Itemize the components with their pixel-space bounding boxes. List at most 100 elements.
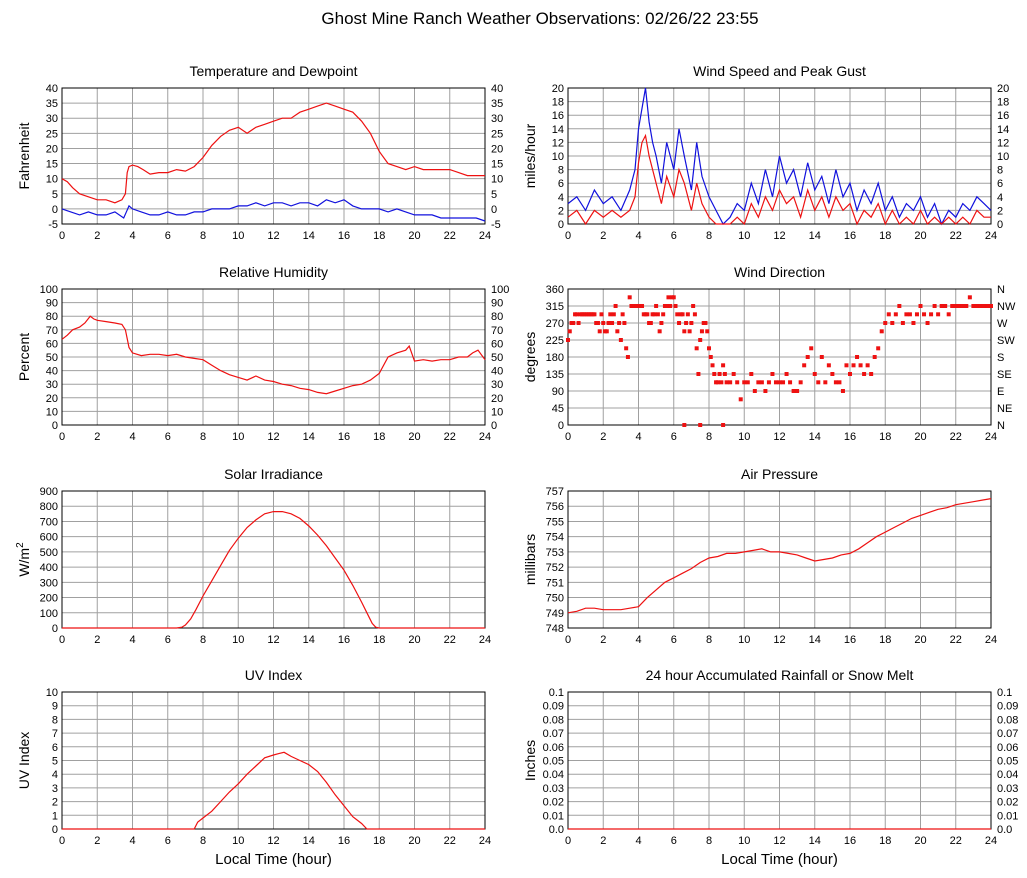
data-point [978,304,983,308]
y-tick-label: 135 [546,369,564,381]
y-tick-label: 30 [46,379,58,391]
x-tick-label: 16 [338,431,350,443]
data-point [692,312,697,317]
data-point [883,321,888,325]
x-tick-label: 4 [635,835,641,847]
x-tick-label: 6 [165,431,171,443]
data-point [914,312,919,317]
data-point [781,380,786,385]
y-tick-label: -5 [48,219,58,231]
data-point [610,321,615,325]
y-tick-label: 12 [552,137,564,149]
chart-title: Solar Irradiance [224,466,323,482]
data-point [855,355,860,359]
right-tick-label: 0.08 [997,714,1018,726]
y-tick-label: 5 [52,756,58,768]
data-point [869,372,874,376]
data-point [749,372,754,376]
x-tick-label: 24 [985,431,997,443]
x-tick-label: 10 [738,431,750,443]
x-tick-label: 20 [914,634,926,646]
x-tick-label: 4 [635,431,641,443]
x-tick-label: 22 [444,835,456,847]
right-tick-label: 0 [491,204,497,216]
y-tick-label: 60 [46,338,58,350]
x-tick-label: 2 [94,230,100,242]
x-tick-label: 4 [635,230,641,242]
data-point [893,312,898,317]
y-tick-label: 900 [40,486,58,498]
x-tick-label: 10 [738,835,750,847]
x-tick-label: 18 [373,835,385,847]
y-tick-label: 753 [546,547,564,559]
x-tick-label: 22 [950,835,962,847]
data-point [939,304,944,308]
data-point [879,329,884,334]
x-axis-label: Local Time (hour) [215,851,332,868]
x-tick-label: 20 [914,230,926,242]
x-tick-label: 12 [267,230,279,242]
y-tick-label: 700 [40,516,58,528]
data-point [625,355,630,359]
x-tick-label: 14 [303,431,315,443]
data-point [668,304,673,308]
x-tick-label: 18 [879,634,891,646]
right-tick-label: 0.07 [997,728,1018,740]
x-tick-label: 22 [444,431,456,443]
data-point [682,329,687,334]
x-tick-label: 8 [706,835,712,847]
right-tick-label: 15 [491,159,503,171]
x-tick-label: 0 [59,230,65,242]
data-point [752,389,757,393]
y-tick-label: 0.06 [543,742,564,754]
x-tick-label: 24 [985,835,997,847]
data-point [599,312,604,317]
data-point [613,304,618,308]
data-point [712,372,717,376]
right-tick-label: 0.03 [997,783,1018,795]
x-tick-label: 8 [706,230,712,242]
y-tick-label: 7 [52,728,58,740]
right-tick-label: 0 [491,420,497,432]
y-tick-label: 0 [52,420,58,432]
plot-frame [567,87,992,225]
data-point [848,372,852,376]
y-axis-label: Percent [16,333,32,381]
data-point [837,380,842,385]
x-tick-label: 14 [303,634,315,646]
x-tick-label: 10 [738,230,750,242]
data-point [622,321,627,325]
data-point [823,380,828,385]
y-tick-label: 6 [52,742,58,754]
data-point [816,380,821,385]
data-point [699,329,704,334]
data-point [715,380,720,385]
data-point [989,304,993,308]
right-tick-label: 100 [491,284,509,296]
data-point [696,372,701,376]
data-point [967,295,972,300]
data-point [606,321,611,325]
data-point [795,389,800,393]
y-tick-label: 751 [546,577,564,589]
data-point [666,295,671,300]
chart-title: Temperature and Dewpoint [189,63,357,79]
x-tick-label: 24 [479,634,491,646]
series-line-blue [61,199,486,222]
right-tick-label: 80 [491,311,503,323]
y-tick-label: 0.05 [543,756,564,768]
right-tick-label: 25 [491,128,503,140]
data-point [890,321,895,325]
x-tick-label: 4 [129,230,135,242]
y-tick-label: 4 [52,769,58,781]
data-point [791,389,796,393]
x-tick-label: 20 [914,431,926,443]
data-point [648,321,653,325]
data-point [694,346,699,351]
y-tick-label: 0.03 [543,783,564,795]
data-point [620,312,625,317]
x-tick-label: 20 [408,835,420,847]
y-tick-label: 0 [52,623,58,635]
data-point [689,321,694,325]
data-point [904,312,909,317]
